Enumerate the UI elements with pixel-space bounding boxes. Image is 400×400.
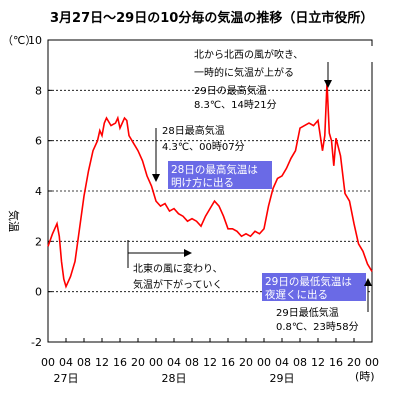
x-tick-label: 12 [203, 356, 217, 369]
annotation-29-box-line1: 29日の最低気温は [265, 275, 352, 288]
annotation-28-max-line1: 28日最高気温 [162, 124, 225, 137]
annotation-wind-change-line1: 北東の風に変わり、 [133, 262, 223, 275]
annotation-29-box: 29日の最低気温は 夜遅くに出る [262, 273, 366, 301]
x-tick-label: 00 [149, 356, 163, 369]
y-tick-label: 8 [35, 84, 42, 97]
annotation-29-min-line2: 0.8℃、23時58分 [276, 321, 359, 333]
y-tick-label: 10 [28, 34, 42, 47]
y-tick-label: 0 [35, 286, 42, 299]
x-tick-label: 12 [311, 356, 325, 369]
x-ticks: 00 04 08 12 16 20 00 04 08 12 16 20 00 04 08 12 16 20 00 [41, 338, 379, 369]
annotation-28-box-line1: 28日の最高気温は [171, 163, 258, 176]
x-tick-label: 04 [275, 356, 289, 369]
day-label: 27日 [54, 372, 79, 385]
day-label: 29日 [270, 372, 295, 385]
x-tick-label: 04 [59, 356, 73, 369]
gridlines [48, 89, 372, 293]
x-tick-label: 20 [239, 356, 253, 369]
annotation-29-min: 29日最低気温 0.8℃、23時58分 [276, 278, 372, 333]
annotation-28-box: 28日の最高気温は 明け方に出る [168, 161, 272, 189]
x-tick-label: 08 [77, 356, 91, 369]
annotation-wind-change: 北東の風に変わり、 気温が下がっていく [127, 240, 223, 291]
annotation-peak: 北から北西の風が吹き、 一時的に気温が上がる 29日の最高気温 8.3℃、14時… [194, 46, 376, 111]
annotation-peak-arrowhead [324, 80, 332, 88]
annotation-peak-line3: 29日の最高気温 [194, 84, 267, 97]
annotation-28-box-bg [168, 161, 272, 189]
annotation-28-box-line2: 明け方に出る [171, 176, 234, 189]
y-unit-label: （℃） [2, 34, 36, 47]
x-tick-label: 04 [167, 356, 181, 369]
annotation-wind-change-line2: 気温が下がっていく [133, 278, 223, 291]
annotation-28-max-arrowhead [152, 174, 160, 182]
x-tick-label: 20 [131, 356, 145, 369]
day-labels: 27日 28日 29日 [54, 372, 295, 385]
annotation-29-min-line1: 29日最低気温 [276, 306, 339, 319]
x-tick-label: 08 [293, 356, 307, 369]
annotation-29-box-bg [262, 273, 366, 301]
x-tick-label: 00 [257, 356, 271, 369]
annotation-28-max-line2: 4.3℃、00時07分 [162, 141, 245, 153]
annotation-peak-line4: 8.3℃、14時21分 [194, 99, 277, 111]
y-tick-label: 4 [35, 185, 42, 198]
x-tick-label: 00 [41, 356, 55, 369]
y-tick-label: -2 [31, 336, 42, 349]
chart-title: 3月27日～29日の10分毎の気温の推移（日立市役所） [50, 10, 373, 26]
annotation-peak-line1: 北から北西の風が吹き、 [194, 48, 303, 61]
x-tick-label: 00 [365, 356, 379, 369]
x-tick-label: 16 [113, 356, 127, 369]
annotation-wind-change-arrowhead [184, 249, 192, 257]
y-axis-label: 気温 [7, 210, 21, 232]
y-tick-label: 6 [35, 135, 42, 148]
annotation-28-max: 28日最高気温 4.3℃、00時07分 [152, 124, 245, 182]
annotation-29-min-arrowhead [364, 278, 372, 286]
x-tick-label: 20 [347, 356, 361, 369]
x-tick-label: 16 [221, 356, 235, 369]
temperature-line [47, 82, 373, 289]
y-ticks: -2 0 2 4 6 8 10 [28, 34, 52, 349]
x-tick-label: 16 [329, 356, 343, 369]
day-label: 28日 [162, 372, 187, 385]
annotation-peak-line2: 一時的に気温が上がる [194, 66, 294, 79]
annotation-29-box-line2: 夜遅くに出る [265, 288, 328, 301]
x-unit-label: (時) [355, 370, 375, 383]
x-tick-label: 12 [95, 356, 109, 369]
y-tick-label: 2 [35, 235, 42, 248]
x-tick-label: 08 [185, 356, 199, 369]
